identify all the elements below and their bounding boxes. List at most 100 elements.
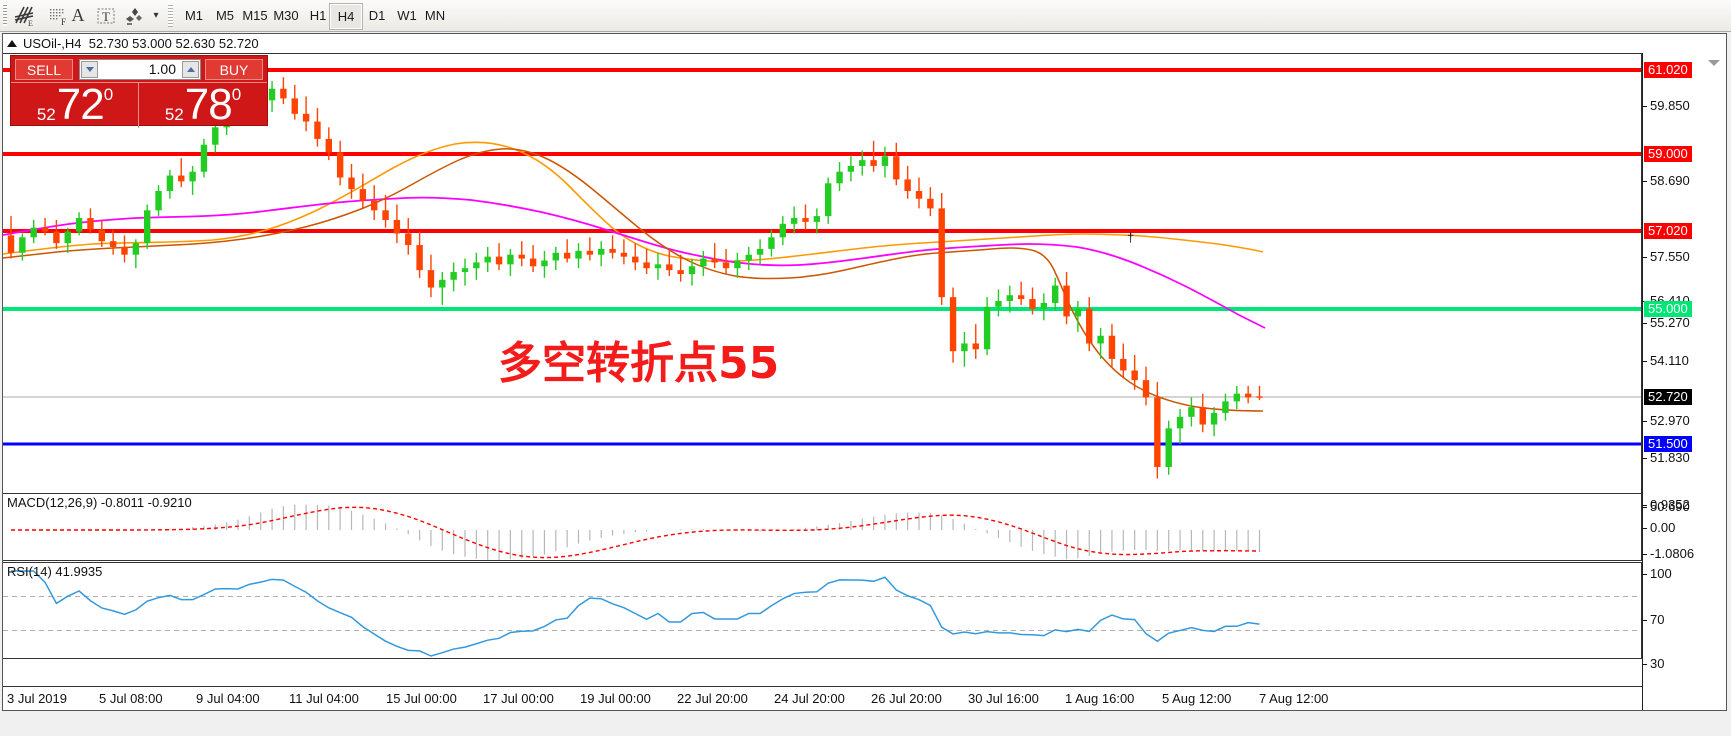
- rsi-axis-70: 70: [1643, 612, 1664, 627]
- timeframe-m5[interactable]: M5: [209, 3, 241, 28]
- macd-axis-bottom: -1.0806: [1643, 546, 1694, 561]
- objects-icon[interactable]: [122, 3, 150, 28]
- price-tick: 52.970: [1643, 413, 1690, 428]
- rsi-axis-30: 30: [1643, 656, 1664, 671]
- one-click-prices: 52 72 0 52 78 0: [11, 82, 267, 128]
- buy-price-pip: 0: [231, 85, 242, 104]
- grid-f-icon[interactable]: F: [44, 3, 74, 28]
- chart-frame: USOil-,H4 52.730 53.000 52.630 52.720: [2, 33, 1727, 711]
- buy-price-display[interactable]: 52 78 0: [138, 82, 267, 128]
- chevron-down-icon: [85, 67, 94, 72]
- timeframe-m15[interactable]: M15: [236, 3, 274, 28]
- timeframe-m1[interactable]: M1: [178, 3, 210, 28]
- price-tick: 59.850: [1643, 98, 1690, 113]
- text-a-glyph: A: [71, 5, 85, 25]
- volume-decrement-button[interactable]: [81, 61, 98, 78]
- macd-pane-label: MACD(12,26,9) -0.8011 -0.9210: [7, 495, 192, 510]
- price-label-current: 52.720: [1644, 389, 1692, 405]
- tf-label: M15: [242, 8, 268, 23]
- time-tick: 9 Jul 04:00: [196, 691, 260, 706]
- chevron-down-glyph: ▾: [153, 10, 159, 21]
- toolbar-grip[interactable]: [3, 4, 7, 26]
- time-tick: 26 Jul 20:00: [871, 691, 942, 706]
- tf-label: M5: [215, 8, 235, 23]
- objects-glyph: [126, 7, 142, 25]
- time-tick: 11 Jul 04:00: [289, 691, 359, 706]
- chart-annotation-text: 多空转折点55: [498, 338, 780, 389]
- tf-label: MN: [424, 8, 446, 23]
- volume-input[interactable]: 1.00: [79, 59, 201, 80]
- timeframe-h4[interactable]: H4: [329, 3, 363, 30]
- time-tick: 3 Jul 2019: [7, 691, 67, 706]
- rsi-axis-100: 100: [1643, 566, 1672, 581]
- price-tick: 58.690: [1643, 173, 1690, 188]
- one-click-trading-panel[interactable]: SELL 1.00 BUY 52 72 0 52 78 0: [10, 55, 268, 128]
- time-tick: 1 Aug 16:00: [1065, 691, 1135, 706]
- text-a-icon[interactable]: A: [64, 3, 92, 28]
- price-scale[interactable]: 59.850 58.690 57.550 56.410 55.270 54.11…: [1642, 53, 1726, 710]
- crosshair-marker: †: [1127, 230, 1135, 245]
- tf-label: W1: [397, 8, 417, 23]
- time-tick: 15 Jul 00:00: [386, 691, 457, 706]
- grid-f-glyph: F: [50, 8, 66, 27]
- indicators-icon[interactable]: E: [10, 3, 40, 28]
- symbol-info-bar: USOil-,H4 52.730 53.000 52.630 52.720: [3, 34, 1726, 53]
- price-pane[interactable]: † 多空转折点55: [3, 53, 1642, 493]
- ma-magenta-line: [3, 196, 1266, 329]
- time-tick: 17 Jul 00:00: [483, 691, 554, 706]
- macd-chart-svg: [11, 504, 1261, 560]
- timeframe-mn[interactable]: MN: [419, 3, 451, 28]
- collapse-triangle-icon[interactable]: [7, 40, 17, 47]
- sell-button[interactable]: SELL: [15, 59, 73, 80]
- price-label-support: 51.500: [1644, 436, 1692, 452]
- tf-label: M1: [184, 8, 204, 23]
- sell-price-big: 72: [56, 82, 105, 128]
- sell-price-small: 52: [36, 105, 56, 124]
- svg-text:F: F: [61, 17, 66, 27]
- price-tick: 55.270: [1643, 315, 1690, 330]
- indicators-glyph: E: [14, 6, 34, 27]
- rsi-pane[interactable]: RSI(14) 41.9935: [3, 562, 1642, 659]
- time-tick: 22 Jul 20:00: [677, 691, 748, 706]
- price-label-resistance-3: 57.020: [1644, 223, 1692, 239]
- sell-price-pip: 0: [103, 85, 114, 104]
- timeframe-w1[interactable]: W1: [391, 3, 423, 28]
- time-tick: 7 Aug 12:00: [1259, 691, 1329, 706]
- price-tick: 57.550: [1643, 249, 1690, 264]
- macd-axis-top: 0.9352: [1643, 497, 1690, 512]
- buy-button[interactable]: BUY: [205, 59, 263, 80]
- tf-label: D1: [368, 8, 386, 23]
- one-click-controls: SELL 1.00 BUY: [11, 56, 267, 82]
- text-label-icon[interactable]: T: [92, 3, 120, 28]
- tf-label: H4: [337, 9, 355, 24]
- timeframe-d1[interactable]: D1: [361, 3, 393, 28]
- timeframe-m30[interactable]: M30: [267, 3, 305, 28]
- volume-increment-button[interactable]: [182, 61, 199, 78]
- candlesticks: [7, 77, 1263, 479]
- svg-text:E: E: [28, 19, 33, 27]
- time-tick: 5 Jul 08:00: [99, 691, 163, 706]
- svg-text:T: T: [102, 9, 110, 24]
- chart-collapse-icon[interactable]: [1708, 60, 1720, 66]
- sell-price-display[interactable]: 52 72 0: [11, 82, 139, 128]
- chevron-up-icon: [186, 67, 195, 72]
- symbol-info-text: USOil-,H4 52.730 53.000 52.630 52.720: [23, 36, 259, 51]
- price-label-resistance-1: 61.020: [1644, 62, 1692, 78]
- price-label-resistance-2: 59.000: [1644, 146, 1692, 162]
- rsi-chart-svg: [3, 570, 1641, 657]
- price-tick: 51.830: [1643, 450, 1690, 465]
- time-tick: 5 Aug 12:00: [1162, 691, 1232, 706]
- time-tick: 24 Jul 20:00: [774, 691, 845, 706]
- timeframe-h1[interactable]: H1: [302, 3, 334, 28]
- tf-label: M30: [273, 8, 299, 23]
- objects-dropdown-icon[interactable]: ▾: [148, 3, 164, 28]
- price-tick: 54.110: [1643, 353, 1689, 368]
- price-label-pivot: 55.000: [1644, 301, 1692, 317]
- time-tick: 30 Jul 16:00: [968, 691, 1039, 706]
- rsi-pane-label: RSI(14) 41.9935: [7, 564, 103, 579]
- toolbar: E F A: [0, 0, 1731, 32]
- time-scale[interactable]: 3 Jul 2019 5 Jul 08:00 9 Jul 04:00 11 Ju…: [3, 686, 1642, 710]
- macd-pane[interactable]: MACD(12,26,9) -0.8011 -0.9210: [3, 493, 1642, 561]
- time-tick: 19 Jul 00:00: [580, 691, 651, 706]
